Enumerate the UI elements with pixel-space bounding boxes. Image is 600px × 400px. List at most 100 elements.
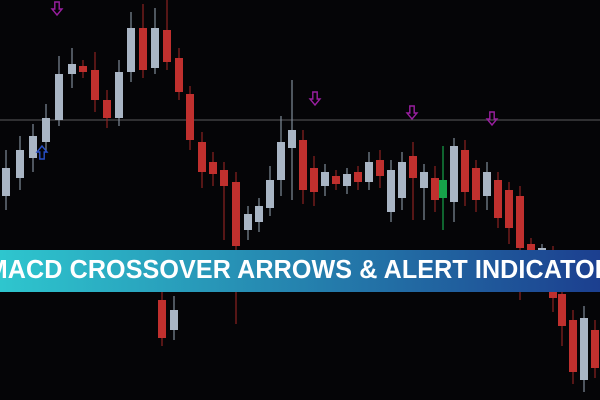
signal-arrows <box>35 1 499 160</box>
candlestick <box>288 80 296 200</box>
candlestick <box>139 4 147 78</box>
candlestick <box>332 170 340 190</box>
candlestick <box>409 142 417 220</box>
candle-body <box>139 28 147 70</box>
candle-body <box>198 142 206 172</box>
candle-body <box>288 130 296 148</box>
candlestick <box>209 152 217 186</box>
candle-body <box>158 300 166 338</box>
sell-arrow-4-icon <box>485 111 499 127</box>
candlestick <box>186 86 194 150</box>
candle-body <box>91 70 99 100</box>
candle-body <box>376 160 384 176</box>
candle-body <box>42 118 50 142</box>
candlestick <box>558 286 566 346</box>
candlestick <box>29 124 37 172</box>
candle-body <box>439 180 447 198</box>
candlestick <box>175 48 183 100</box>
candlestick <box>505 182 513 244</box>
candlestick <box>461 140 469 206</box>
candle-series <box>2 0 599 392</box>
candlestick <box>387 160 395 222</box>
candle-body <box>472 168 480 200</box>
candle-body <box>505 190 513 228</box>
candle-body <box>321 172 329 186</box>
candlestick <box>103 90 111 128</box>
candle-body <box>266 180 274 208</box>
sell-arrow-1-icon <box>50 1 64 17</box>
candle-body <box>255 206 263 222</box>
candlestick <box>420 164 428 220</box>
candlestick <box>310 156 318 206</box>
candlestick <box>376 150 384 188</box>
candlestick <box>91 52 99 112</box>
candlestick <box>591 320 599 378</box>
candlestick <box>198 132 206 188</box>
candle-body <box>220 170 228 186</box>
candle-body <box>79 66 87 72</box>
candlestick <box>439 146 447 230</box>
candle-body <box>151 28 159 68</box>
candlestick <box>569 310 577 384</box>
candlestick <box>115 60 123 126</box>
candlestick <box>42 104 50 152</box>
candlestick <box>2 150 10 210</box>
candle-body <box>332 176 340 184</box>
candle-body <box>163 30 171 62</box>
candle-body <box>409 156 417 178</box>
candlestick <box>580 306 588 392</box>
candle-body <box>170 310 178 330</box>
sell-arrow-3-icon <box>405 105 419 121</box>
candle-body <box>580 318 588 380</box>
candle-body <box>483 172 491 196</box>
candle-body <box>354 172 362 182</box>
candlestick <box>170 296 178 340</box>
candlestick <box>158 292 166 346</box>
candlestick <box>354 166 362 190</box>
candlestick <box>55 56 63 126</box>
candle-body <box>591 330 599 368</box>
candle-body <box>244 214 252 230</box>
candlestick <box>79 60 87 78</box>
candlestick <box>244 206 252 240</box>
candlestick <box>472 160 480 212</box>
candle-body <box>127 28 135 72</box>
sell-arrow-2-icon <box>308 91 322 107</box>
candle-body <box>55 74 63 120</box>
candle-body <box>209 162 217 174</box>
candle-body <box>115 72 123 118</box>
candle-body <box>16 150 24 178</box>
candlestick <box>299 130 307 204</box>
candlestick <box>431 166 439 212</box>
candlestick <box>127 12 135 82</box>
candle-body <box>29 136 37 158</box>
candle-body <box>103 100 111 118</box>
candlestick <box>220 162 228 240</box>
title-banner: MACD CROSSOVER ARROWS & ALERT INDICATOR <box>0 250 600 292</box>
candlestick <box>365 152 373 190</box>
candle-body <box>310 168 318 192</box>
candlestick <box>232 172 240 324</box>
candle-body <box>387 170 395 212</box>
candle-body <box>365 162 373 182</box>
candle-body <box>461 150 469 192</box>
candle-body <box>68 64 76 74</box>
candle-body <box>420 172 428 188</box>
candle-body <box>558 294 566 326</box>
candle-body <box>186 94 194 140</box>
candle-body <box>232 182 240 246</box>
candlestick <box>163 0 171 70</box>
candlestick <box>255 198 263 232</box>
candle-body <box>494 180 502 218</box>
candle-body <box>277 142 285 180</box>
candlestick <box>16 136 24 190</box>
candlestick <box>321 164 329 196</box>
candle-body <box>450 146 458 202</box>
candle-body <box>516 196 524 248</box>
banner-title-text: MACD CROSSOVER ARROWS & ALERT INDICATOR <box>0 256 600 285</box>
candlestick <box>277 116 285 196</box>
candlestick <box>343 168 351 194</box>
